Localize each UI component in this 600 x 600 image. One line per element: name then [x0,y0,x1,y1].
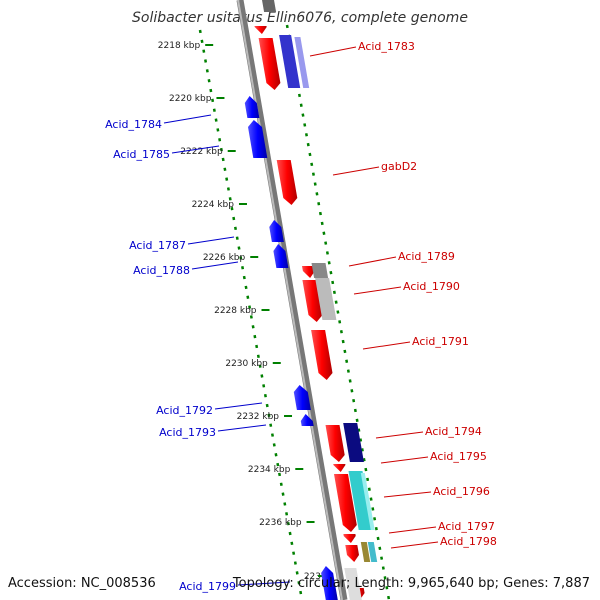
kbp-tick-label: 2230 kbp [225,359,268,369]
leader-line [383,491,432,498]
accession-text: Accession: NC_008536 [8,576,156,591]
gene-label-reverse: Acid_1788 [133,264,190,277]
reverse-gene [269,220,284,242]
feature-box [315,278,337,320]
forward-gene [276,160,298,205]
feature-box [343,423,364,462]
leader-line [217,424,267,432]
feature-box [348,471,373,530]
gene-features [244,0,378,600]
leader-line [163,114,212,124]
kbp-ruler: 2218 kbp 2220 kbp 2222 kbp 2224 kbp 2226 kbp… [158,24,391,600]
forward-gene [254,26,267,34]
kbp-tick-label: 2234 kbp [248,465,291,475]
leader-line [353,286,402,295]
gene-label-reverse: Acid_1792 [156,404,213,417]
kbp-tick-label: 2220 kbp [169,94,212,104]
leader-line [191,261,239,270]
forward-gene [343,534,356,543]
genome-info-text: Topology: circular; Length: 9,965,640 bp… [232,576,590,591]
gene-label-forward: Acid_1791 [412,335,469,348]
feature-box [279,35,301,88]
kbp-tick-label: 2226 kbp [203,253,246,263]
leader-line [237,581,291,586]
label-leader-lines [163,46,439,586]
backbone-line [236,0,348,600]
gene-label-forward: Acid_1795 [430,450,487,463]
leader-line [214,402,263,410]
leader-line [332,166,380,176]
reverse-gene [248,120,268,158]
feature-box [344,568,362,600]
gene-label-reverse: Acid_1787 [129,239,186,252]
gene-label-forward: Acid_1789 [398,250,455,263]
leader-line [362,341,411,350]
kbp-tick-label: 2224 kbp [192,200,235,210]
leader-line [388,526,437,534]
gene-label-reverse: Acid_1784 [105,118,162,131]
gene-label-forward: Acid_1796 [433,485,490,498]
gene-label-reverse: Acid_1793 [159,426,216,439]
reverse-gene [300,414,314,426]
reverse-gene [293,385,311,410]
leader-line [171,145,220,154]
gene-label-forward: Acid_1794 [425,425,482,438]
forward-gene [302,266,315,278]
leader-line [375,431,424,439]
gene-label-forward: Acid_1790 [403,280,460,293]
kbp-tick-label: 2218 kbp [158,41,201,51]
forward-gene [325,425,345,462]
ruler-dotted-line [198,29,304,600]
leader-line [390,541,439,549]
gene-label-forward: gabD2 [381,160,417,173]
gene-label-forward: Acid_1797 [438,520,495,533]
feature-box [367,542,378,562]
gene-label-forward: Acid_1783 [358,40,415,53]
gene-label-forward: Acid_1798 [440,535,497,548]
leader-line [380,456,429,464]
forward-gene [333,464,346,472]
forward-gene [345,545,359,562]
forward-gene [311,330,333,380]
gene-labels: Acid_1783 gabD2 Acid_1789 Acid_1790 Acid_179… [105,40,497,593]
reverse-gene [244,96,260,118]
feature-box [262,0,277,12]
reverse-gene [321,566,338,600]
kbp-tick-label: 2228 kbp [214,306,257,316]
kbp-tick-label: 2222 kbp [180,147,223,157]
leader-line [187,236,235,245]
forward-gene [334,474,357,532]
forward-gene [258,38,281,90]
kbp-tick-label: 2232 kbp [237,412,280,422]
feature-box [360,542,371,562]
feature-box [294,37,310,88]
backbone-highlight [237,0,343,600]
ruler-dotted-line [285,24,391,600]
map-title: Solibacter usitatus Ellin6076, complete … [132,10,468,26]
gene-label-reverse: Acid_1785 [113,148,170,161]
leader-line [348,256,397,267]
feature-box [360,473,375,530]
reverse-gene [273,244,289,268]
kbp-tick-label: 223 [304,572,321,582]
kbp-tick-label: 2236 kbp [259,518,302,528]
leader-line [309,46,357,57]
feature-box [311,263,329,278]
genome-backbone [236,0,348,600]
gene-label-reverse: Acid_1799 [179,580,236,593]
